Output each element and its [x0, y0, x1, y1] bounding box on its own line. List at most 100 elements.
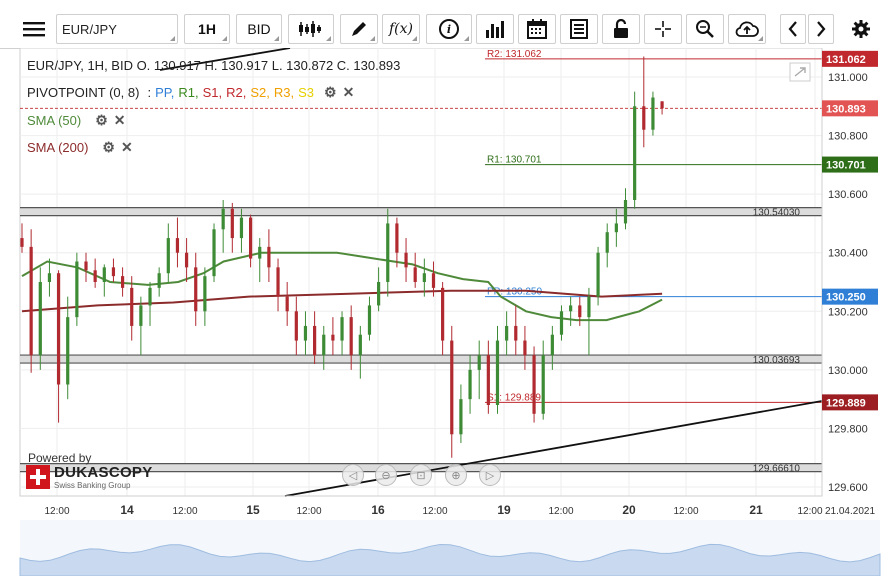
candle-body — [413, 267, 417, 282]
side-label: BID — [247, 21, 271, 37]
y-tick-label: 130.800 — [828, 131, 868, 143]
candle-body — [559, 311, 564, 335]
overview-area — [19, 543, 881, 576]
scroll-right-button[interactable] — [808, 14, 834, 44]
instrument-selector[interactable]: EUR/JPY — [56, 14, 178, 44]
y-axis-background — [822, 48, 889, 496]
pivot-lines: R2: 131.062 R1: 130.701 PP: 130.250 S1: 129… — [20, 49, 822, 403]
chevron-left-icon — [788, 21, 797, 37]
x-tick-label: 15 — [246, 503, 260, 517]
x-tick-label: 12:00 — [797, 506, 822, 517]
candle-body — [75, 261, 79, 318]
candle-body — [377, 282, 381, 306]
pivot-legend-r3: R3, — [273, 85, 295, 100]
calendar-button[interactable] — [518, 14, 556, 44]
bar-chart-icon — [486, 21, 504, 38]
draw-button[interactable] — [340, 14, 378, 44]
candle-body — [614, 223, 618, 233]
candle-body — [258, 246, 262, 259]
candle-body — [422, 273, 426, 282]
candle-body — [20, 238, 24, 247]
x-tick-label: 21 — [749, 503, 763, 517]
close-icon[interactable]: ✕ — [342, 84, 355, 100]
y-tick-label: 130.000 — [828, 365, 868, 377]
x-axis: 12:00 14 12:00 15 12:00 16 12:00 19 12:00 20 12:00… — [20, 495, 875, 517]
chevron-right-icon — [817, 21, 826, 37]
candle-body — [313, 325, 317, 356]
pencil-draw-icon — [352, 22, 366, 36]
x-tick-label: 16 — [371, 503, 385, 517]
pivot-indicator-row: PIVOTPOINT (0, 8) : PP, R1, S1, R2, S2, R3, S3… — [27, 84, 354, 101]
zoom-out-button[interactable]: ⊖ — [375, 464, 397, 486]
candle-body — [84, 261, 88, 271]
period-label: 1H — [198, 21, 216, 37]
candle-body — [596, 252, 600, 297]
fit-button[interactable]: ⊡ — [410, 464, 432, 486]
candle-body — [431, 273, 436, 288]
close-icon[interactable]: ✕ — [120, 139, 133, 155]
zoom-icon — [696, 20, 714, 38]
candle-body — [514, 325, 518, 341]
dukascopy-logo: DUKASCOPY Swiss Banking Group — [26, 465, 153, 490]
crosshair-button[interactable] — [644, 14, 682, 44]
pivot-legend: PP, R1, S1, R2, S2, R3, S3 — [155, 85, 318, 100]
close-icon[interactable]: ✕ — [113, 112, 126, 128]
candle-body — [184, 252, 189, 268]
side-selector[interactable]: BID — [236, 14, 282, 44]
lock-button[interactable] — [602, 14, 640, 44]
candle-body — [587, 296, 591, 318]
pivot-legend-r1: R1, — [178, 85, 199, 100]
gear-icon[interactable]: ⚙ — [95, 112, 108, 128]
candle-body — [267, 246, 271, 268]
pan-left-button[interactable]: ◁ — [342, 464, 364, 486]
candle-body — [303, 325, 308, 341]
report-button[interactable] — [560, 14, 598, 44]
candle-body — [623, 200, 628, 224]
cloud-upload-icon — [735, 21, 759, 37]
y-tick-label: 129.800 — [828, 423, 868, 435]
swiss-cross-icon — [26, 465, 50, 489]
chevron-right-icon: ▷ — [485, 469, 495, 482]
indicators-button[interactable]: f(x) — [382, 14, 420, 44]
candle-body — [221, 208, 225, 230]
info-icon: i — [439, 19, 459, 39]
pan-right-button[interactable]: ▷ — [479, 464, 501, 486]
scroll-left-button[interactable] — [780, 14, 806, 44]
y-axis: 129.600 129.800 130.000 130.200 130.400 130.6… — [821, 48, 889, 496]
plot-area — [19, 48, 823, 497]
support-line-label: 130.03693 — [753, 355, 801, 366]
candle-body — [47, 273, 52, 282]
candle-body — [294, 311, 298, 341]
info-icon-letter: i — [446, 22, 452, 36]
candle-body — [148, 287, 152, 306]
menu-button[interactable] — [18, 14, 50, 44]
zoom-button[interactable] — [686, 14, 724, 44]
chart-type-button[interactable] — [288, 14, 334, 44]
info-button[interactable]: i — [426, 14, 472, 44]
trend-lines[interactable] — [159, 48, 823, 497]
sma50-row: SMA (50) ⚙ ✕ — [27, 112, 125, 129]
support-line-label: 129.66610 — [753, 464, 801, 475]
overview-navigator[interactable] — [19, 520, 881, 576]
y-tick-label: 129.600 — [828, 482, 868, 494]
gear-icon[interactable]: ⚙ — [102, 139, 115, 155]
instrument-label: EUR/JPY — [62, 22, 117, 37]
zoom-in-button[interactable]: ⊕ — [445, 464, 467, 486]
support-band — [20, 355, 822, 364]
expand-chart-icon[interactable] — [789, 62, 811, 82]
x-tick-label: 14 — [120, 503, 134, 517]
candle-body — [139, 305, 143, 326]
moving-averages — [21, 251, 663, 322]
candle-body — [102, 267, 106, 282]
volume-button[interactable] — [476, 14, 514, 44]
pivot-legend-s3: S3 — [298, 85, 314, 100]
y-tick-label: 131.000 — [828, 72, 868, 84]
candle-body — [239, 217, 244, 239]
upload-button[interactable] — [728, 14, 766, 44]
support-band — [20, 207, 822, 216]
period-selector[interactable]: 1H — [184, 14, 230, 44]
settings-button[interactable] — [846, 14, 876, 44]
gear-icon[interactable]: ⚙ — [324, 84, 337, 100]
x-tick-label: 12:00 — [673, 506, 698, 517]
